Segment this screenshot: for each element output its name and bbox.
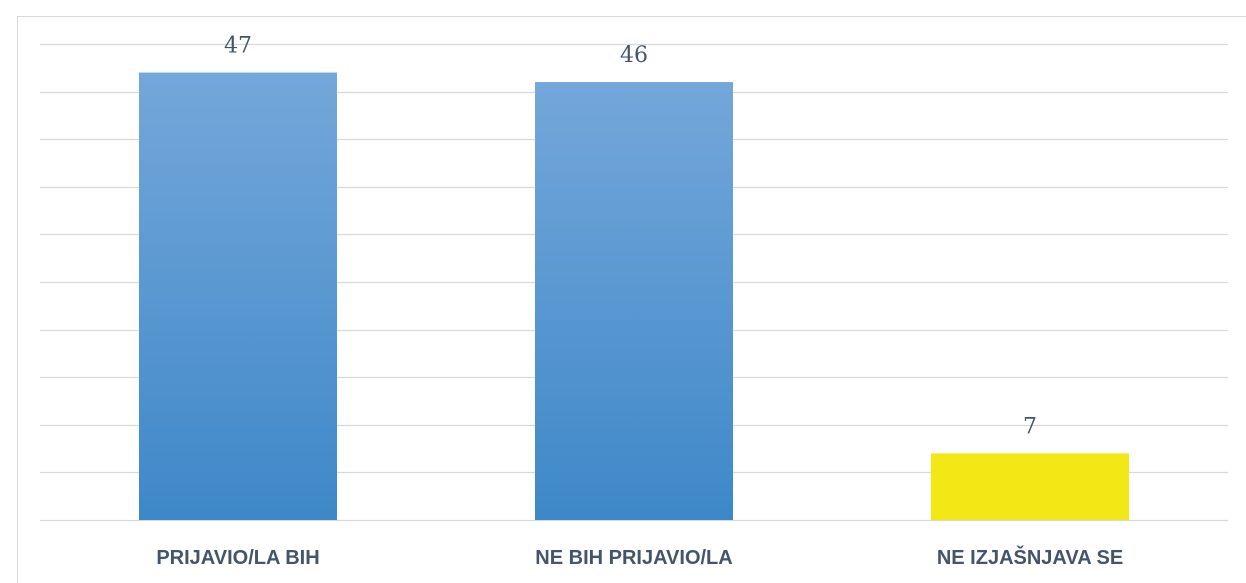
value-label: 47 bbox=[224, 34, 252, 59]
x-tick-label: NE IZJAŠNJAVA SE bbox=[937, 545, 1123, 569]
x-tick-label: PRIJAVIO/LA BIH bbox=[156, 547, 319, 569]
value-label: 46 bbox=[620, 43, 648, 68]
x-tick-label: NE BIH PRIJAVIO/LA bbox=[535, 547, 732, 569]
chart-frame bbox=[17, 16, 1246, 583]
bar bbox=[931, 453, 1129, 520]
value-label: 7 bbox=[1023, 414, 1037, 439]
bar bbox=[535, 82, 733, 520]
bar bbox=[139, 72, 337, 520]
